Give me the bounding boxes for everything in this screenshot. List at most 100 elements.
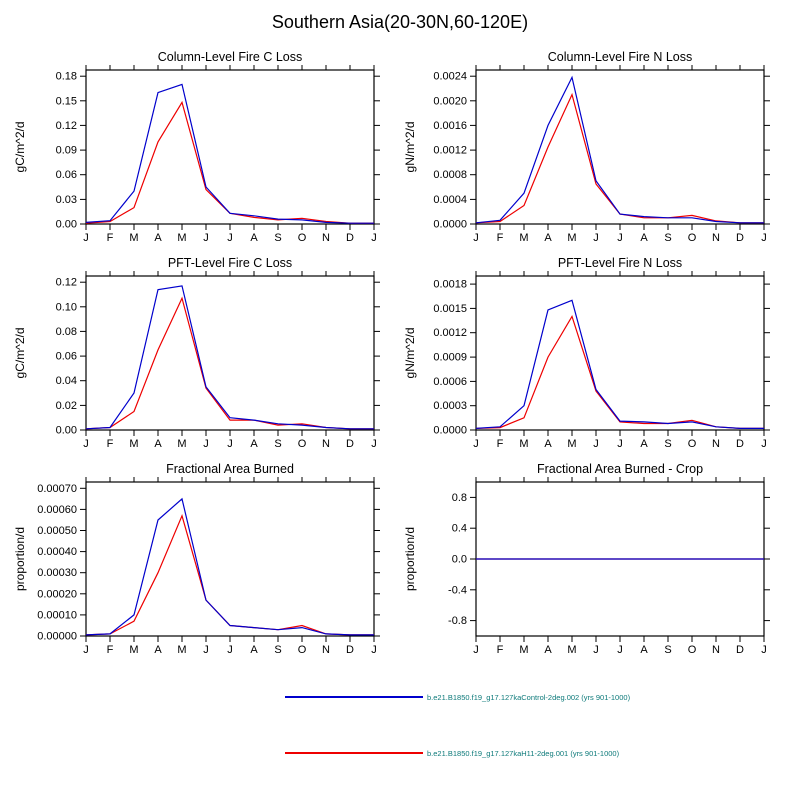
y-tick-label: 0.0020 <box>433 95 467 107</box>
x-tick-label: N <box>322 644 330 656</box>
x-tick-label: A <box>154 644 162 656</box>
x-tick-label: A <box>544 232 552 244</box>
x-tick-label: O <box>688 438 697 450</box>
panel-title: PFT-Level Fire N Loss <box>558 256 682 270</box>
y-tick-label: 0.00000 <box>37 631 77 643</box>
x-tick-label: M <box>129 438 138 450</box>
x-tick-label: M <box>177 438 186 450</box>
x-tick-label: J <box>371 438 377 450</box>
legend-line-blue-icon <box>285 696 423 698</box>
panels-grid: Column-Level Fire C Loss gC/m^2/d 0.00 0.03… <box>8 46 778 664</box>
x-tick-label: J <box>473 644 479 656</box>
series-line <box>85 83 374 224</box>
x-tick-label: J <box>593 644 599 656</box>
line-chart: PFT-Level Fire N Loss gN/m^2/d 0.0000 0.000… <box>403 256 770 450</box>
x-tick-label: A <box>544 644 552 656</box>
x-tick-label: D <box>736 232 744 244</box>
x-tick-label: A <box>154 438 162 450</box>
x-tick-label: F <box>497 644 504 656</box>
legend: b.e21.B1850.f19_g17.127kaControl-2deg.00… <box>285 690 630 800</box>
x-tick-label: M <box>519 232 528 244</box>
y-tick-label: 0.00010 <box>37 609 77 621</box>
y-tick-label: 0.18 <box>56 71 77 83</box>
x-tick-label: J <box>227 232 233 244</box>
x-tick-label: F <box>107 232 114 244</box>
x-tick-label: M <box>129 232 138 244</box>
y-tick-label: 0.0012 <box>433 327 467 339</box>
series-line <box>85 513 374 636</box>
x-tick-label: S <box>274 438 281 450</box>
series-line <box>475 315 764 429</box>
chart-panel-column-fire-n-loss: Column-Level Fire N Loss gN/m^2/d 0.0000 0.… <box>398 46 778 252</box>
y-tick-label: 0.0000 <box>433 219 467 231</box>
y-tick-label: 0.4 <box>452 523 467 535</box>
x-tick-label: J <box>473 438 479 450</box>
x-tick-label: A <box>640 232 648 244</box>
series-line <box>85 497 374 636</box>
x-tick-label: S <box>664 232 671 244</box>
y-tick-label: 0.02 <box>56 400 77 412</box>
x-tick-label: A <box>250 232 258 244</box>
x-tick-label: N <box>322 438 330 450</box>
x-tick-label: D <box>346 644 354 656</box>
line-chart: Column-Level Fire N Loss gN/m^2/d 0.0000 0.… <box>403 50 770 244</box>
y-tick-label: 0.12 <box>56 120 77 132</box>
x-tick-label: A <box>544 438 552 450</box>
x-tick-label: J <box>203 644 209 656</box>
plot-frame <box>475 275 765 431</box>
x-tick-label: J <box>83 438 89 450</box>
x-tick-label: J <box>227 644 233 656</box>
y-tick-label: 0.06 <box>56 351 77 363</box>
panel-title: Column-Level Fire C Loss <box>158 50 303 64</box>
x-tick-label: F <box>497 438 504 450</box>
line-chart: Fractional Area Burned proportion/d 0.0000… <box>13 462 380 656</box>
x-tick-label: S <box>274 644 281 656</box>
x-tick-label: A <box>250 644 258 656</box>
y-tick-label: 0.0024 <box>433 71 467 83</box>
series-line <box>85 296 374 430</box>
y-tick-label: 0.8 <box>452 492 467 504</box>
panel-title: Column-Level Fire N Loss <box>548 50 693 64</box>
x-tick-label: F <box>107 644 114 656</box>
y-axis-label: gC/m^2/d <box>13 122 27 173</box>
y-axis-label: gC/m^2/d <box>13 328 27 379</box>
x-tick-label: N <box>322 232 330 244</box>
x-tick-label: O <box>688 644 697 656</box>
panel-title: Fractional Area Burned <box>166 462 294 476</box>
y-tick-label: 0.0 <box>452 554 467 566</box>
x-tick-label: J <box>761 232 767 244</box>
x-tick-label: J <box>203 232 209 244</box>
plot-frame <box>85 275 375 431</box>
x-tick-label: J <box>617 438 623 450</box>
x-tick-label: M <box>177 232 186 244</box>
line-chart: Fractional Area Burned - Crop proportion/… <box>403 462 770 656</box>
x-tick-label: J <box>371 644 377 656</box>
y-tick-label: 0.03 <box>56 194 77 206</box>
x-tick-label: D <box>346 438 354 450</box>
x-tick-label: F <box>107 438 114 450</box>
series-line <box>475 75 764 224</box>
y-tick-label: 0.00040 <box>37 546 77 558</box>
y-tick-label: -0.8 <box>448 615 467 627</box>
x-tick-label: D <box>346 232 354 244</box>
y-tick-label: 0.0000 <box>433 425 467 437</box>
x-tick-label: A <box>640 644 648 656</box>
y-tick-label: 0.00 <box>56 219 77 231</box>
y-tick-label: 0.00030 <box>37 567 77 579</box>
x-tick-label: O <box>298 438 307 450</box>
x-tick-label: M <box>519 644 528 656</box>
x-tick-label: M <box>177 644 186 656</box>
y-axis-label: gN/m^2/d <box>403 122 417 173</box>
plot-frame <box>85 481 375 637</box>
panel-title: PFT-Level Fire C Loss <box>168 256 292 270</box>
y-axis-label: gN/m^2/d <box>403 328 417 379</box>
y-tick-label: 0.12 <box>56 277 77 289</box>
y-tick-label: 0.0012 <box>433 145 467 157</box>
legend-line-red-icon <box>285 752 423 754</box>
y-tick-label: 0.08 <box>56 326 77 338</box>
x-tick-label: S <box>274 232 281 244</box>
y-tick-label: 0.00070 <box>37 483 77 495</box>
y-tick-label: 0.15 <box>56 95 77 107</box>
y-axis-label: proportion/d <box>13 527 27 591</box>
